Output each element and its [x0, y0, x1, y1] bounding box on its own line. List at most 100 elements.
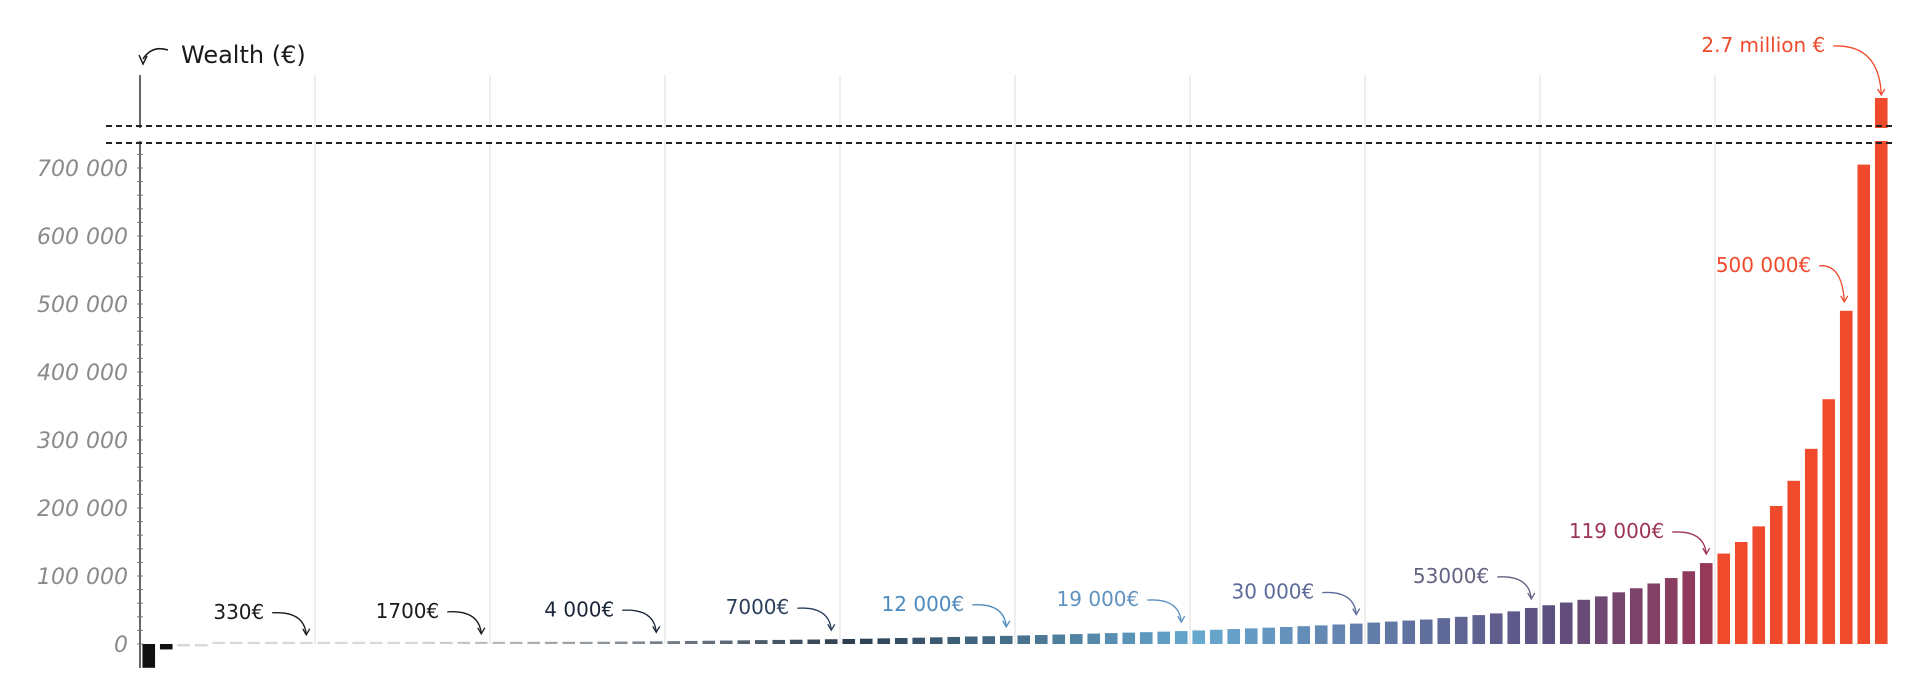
- bar: [352, 641, 366, 644]
- bar: [422, 641, 436, 644]
- axis-break: [100, 125, 1900, 144]
- annotation-arrowhead-icon: [1352, 608, 1361, 616]
- bars: [142, 98, 1888, 668]
- annotation-label: 4 000€: [544, 597, 614, 621]
- y-axis-label: Wealth (€): [181, 41, 306, 69]
- annotation-arrowhead-icon: [1840, 295, 1849, 304]
- y-tick-label: 100 000: [37, 565, 128, 590]
- bar: [719, 640, 733, 644]
- bar: [1647, 583, 1661, 644]
- bar: [1192, 630, 1206, 644]
- y-tick-label: 0: [114, 633, 128, 658]
- bar: [1857, 164, 1871, 644]
- bar: [527, 641, 541, 644]
- bar: [1734, 542, 1748, 644]
- bar: [1489, 613, 1503, 644]
- annotation-arrowhead-icon: [1702, 547, 1711, 556]
- annotation-arrow-icon: [272, 612, 307, 635]
- y-tick-label: 700 000: [37, 157, 128, 182]
- bar: [247, 641, 261, 644]
- bar: [299, 641, 313, 644]
- annotation-arrowhead-icon: [1877, 88, 1886, 97]
- bar: [1122, 632, 1136, 644]
- annotation-label: 53000€: [1413, 564, 1489, 588]
- bar: [1087, 633, 1101, 644]
- bar: [964, 636, 978, 644]
- bar: [1839, 310, 1853, 644]
- bar: [597, 641, 611, 644]
- annotation-arrowhead-icon: [302, 628, 311, 637]
- bar: [1034, 635, 1048, 644]
- bar: [387, 641, 401, 644]
- bar: [702, 640, 716, 644]
- annotation-arrow-icon: [1672, 531, 1707, 555]
- annotation-arrow-icon: [972, 604, 1007, 627]
- bar: [194, 644, 208, 647]
- annotation-arrowhead-icon: [1002, 620, 1011, 629]
- bar: [1507, 611, 1521, 644]
- bar: [1437, 618, 1451, 644]
- annotation-arrow-icon: [447, 611, 482, 634]
- annotation-arrowhead-icon: [1177, 615, 1186, 624]
- bar: [1052, 634, 1066, 644]
- y-tick-label: 500 000: [37, 293, 128, 318]
- bar: [1787, 480, 1801, 644]
- y-tick-label: 600 000: [37, 225, 128, 250]
- bar: [789, 639, 803, 644]
- annotation-label: 19 000€: [1057, 587, 1140, 611]
- annotations: 330€ 1700€ 4 000€ 7000€ 12 000€ 19 000€ 30 000…: [213, 33, 1886, 637]
- bar: [474, 641, 488, 644]
- bar: [1419, 619, 1433, 644]
- bar: [159, 644, 173, 650]
- bar: [1472, 615, 1486, 644]
- bar: [1454, 616, 1468, 644]
- bar: [212, 641, 226, 644]
- bar: [1664, 578, 1678, 644]
- bar: [579, 641, 593, 644]
- bar: [1769, 505, 1783, 644]
- annotation-label: 119 000€: [1569, 519, 1664, 543]
- bar: [1227, 629, 1241, 644]
- annotation-label: 7000€: [726, 595, 790, 619]
- bar: [912, 637, 926, 644]
- bar: [1717, 553, 1731, 644]
- annotation-label: 30 000€: [1232, 580, 1315, 604]
- bar: [684, 640, 698, 644]
- bar: [1157, 631, 1171, 644]
- bar: [1104, 633, 1118, 644]
- annotation-arrow-icon: [1833, 45, 1882, 96]
- bar: [877, 638, 891, 644]
- y-tick-label: 300 000: [37, 429, 128, 454]
- annotation-label: 500 000€: [1716, 253, 1811, 277]
- bar: [1542, 605, 1556, 644]
- bar: [544, 641, 558, 644]
- y-tick-label: 200 000: [37, 497, 128, 522]
- bar: [1367, 622, 1381, 644]
- bar: [807, 639, 821, 644]
- bar: [894, 638, 908, 644]
- bar: [1279, 627, 1293, 644]
- bar: [1139, 632, 1153, 644]
- bar: [264, 641, 278, 644]
- bar: [404, 641, 418, 644]
- annotation-arrow-icon: [797, 607, 832, 631]
- bar: [1559, 602, 1573, 644]
- bar: [509, 641, 523, 644]
- annotation-label: 12 000€: [882, 592, 965, 616]
- bar: [177, 644, 191, 647]
- bar: [317, 641, 331, 644]
- bar: [859, 638, 873, 644]
- bar: [1332, 624, 1346, 644]
- bar: [842, 638, 856, 644]
- annotation-arrow-icon: [1322, 591, 1357, 615]
- bar: [824, 639, 838, 644]
- bar: [982, 636, 996, 644]
- bar: [369, 641, 383, 644]
- annotation-arrow-icon: [1819, 265, 1845, 302]
- annotation-label: 1700€: [376, 599, 440, 623]
- annotation-arrow-icon: [1147, 599, 1182, 623]
- bar: [1594, 596, 1608, 644]
- bar: [562, 641, 576, 644]
- bar: [1874, 98, 1888, 644]
- bar: [754, 640, 768, 644]
